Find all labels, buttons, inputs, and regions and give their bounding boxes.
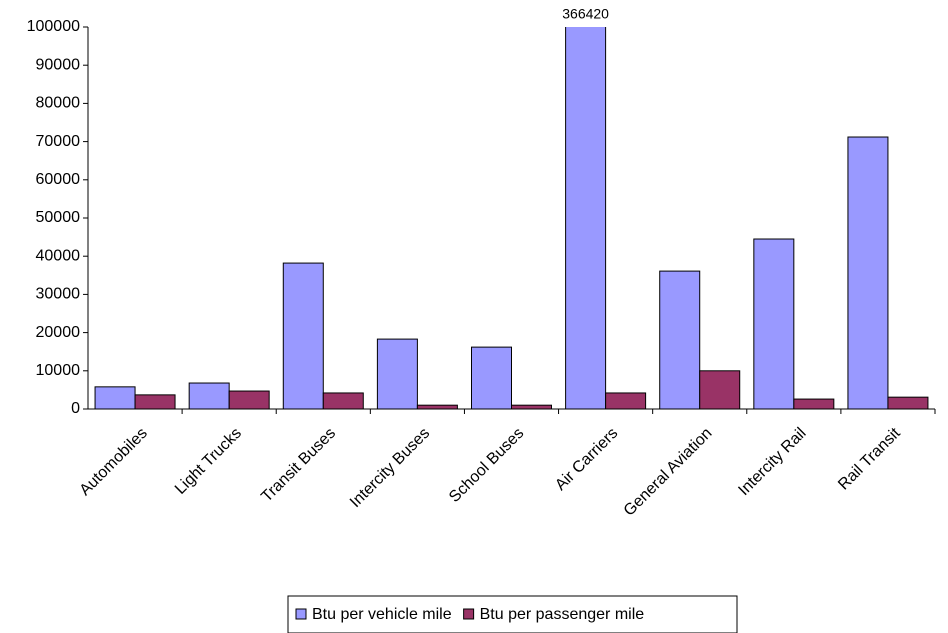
bar (659, 270, 701, 410)
x-tick-label: Transit Buses (258, 425, 339, 506)
x-tick-label: Rail Transit (835, 424, 904, 493)
x-tick-label: School Buses (446, 425, 527, 506)
y-tick-label: 30000 (36, 286, 81, 303)
legend-label: Btu per vehicle mile (312, 606, 452, 623)
data-label: 366420 (562, 6, 609, 22)
y-tick-label: 60000 (36, 171, 81, 188)
bar (605, 392, 647, 410)
bar (887, 396, 929, 410)
x-tick-label: Air Carriers (552, 425, 621, 494)
bar (511, 404, 552, 410)
bar (793, 398, 835, 410)
bar (134, 394, 176, 410)
y-tick-label: 90000 (36, 56, 81, 73)
x-tick-label: Intercity Rail (735, 425, 809, 499)
legend-label: Btu per passenger mile (480, 606, 645, 623)
x-tick-label: Intercity Buses (347, 425, 433, 511)
bar (376, 338, 418, 410)
y-tick-label: 10000 (36, 362, 81, 379)
bar (188, 382, 230, 410)
bar (847, 136, 889, 410)
bar (753, 238, 795, 410)
y-tick-label: 40000 (36, 247, 81, 264)
bar (322, 392, 364, 410)
x-tick-label: General Aviation (621, 425, 716, 520)
x-tick-label: Light Trucks (172, 425, 245, 498)
bar (471, 346, 512, 410)
legend-swatch (463, 608, 475, 620)
bar (416, 404, 458, 410)
x-tick-label: Automobiles (77, 425, 151, 499)
legend-swatch (295, 608, 307, 620)
legend-box (287, 595, 738, 633)
bar (565, 27, 607, 410)
y-tick-label: 70000 (36, 133, 81, 150)
bar (228, 390, 270, 410)
bar (282, 262, 324, 410)
y-tick-label: 80000 (36, 95, 81, 112)
y-tick-label: 100000 (27, 18, 80, 35)
y-tick-label: 50000 (36, 209, 81, 226)
y-tick-label: 20000 (36, 324, 81, 341)
y-tick-label: 0 (71, 400, 80, 417)
plot-area (94, 27, 929, 410)
bar (699, 370, 741, 410)
bar (94, 386, 136, 410)
